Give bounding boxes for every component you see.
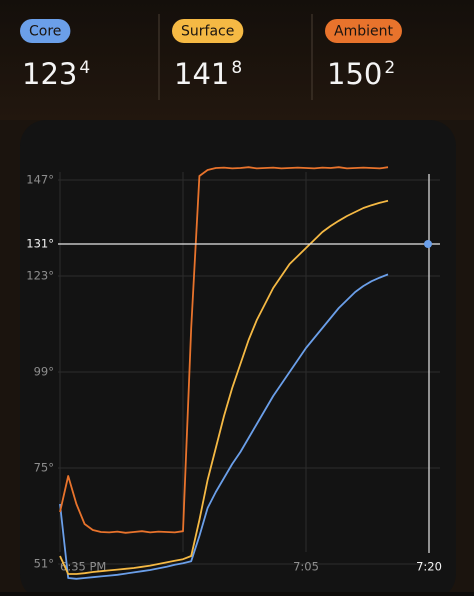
legend-badge (172, 19, 244, 43)
legend-badge (325, 19, 402, 43)
y-tick-label: 51° (34, 557, 54, 571)
y-tick-label: 99° (34, 365, 54, 379)
legend-label: Ambient (334, 24, 393, 40)
legend-label: Core (29, 24, 61, 40)
crosshair-x-label: 7:20 (416, 560, 442, 574)
series-line (59, 273, 389, 580)
y-tick-label: 123° (26, 269, 54, 283)
current-decimal: 4 (79, 58, 90, 78)
crosshair-y-label: 131° (26, 237, 54, 251)
chart-card (20, 120, 456, 596)
current-value: 150 (327, 57, 382, 91)
legend-badge (20, 19, 71, 43)
current-decimal: 8 (231, 58, 242, 78)
y-tick-label: 147° (26, 173, 54, 187)
current-value: 123 (22, 57, 77, 91)
current-decimal: 2 (384, 58, 395, 78)
series-line (59, 166, 389, 534)
crosshair-dot (424, 240, 432, 248)
legend-label: Surface (181, 24, 234, 40)
x-tick-label: 7:05 (293, 560, 319, 574)
header-bg (0, 0, 474, 120)
current-value: 141 (174, 57, 229, 91)
y-tick-label: 75° (34, 461, 54, 475)
series-line (59, 199, 389, 575)
x-tick-label: 6:35 PM (60, 560, 106, 574)
